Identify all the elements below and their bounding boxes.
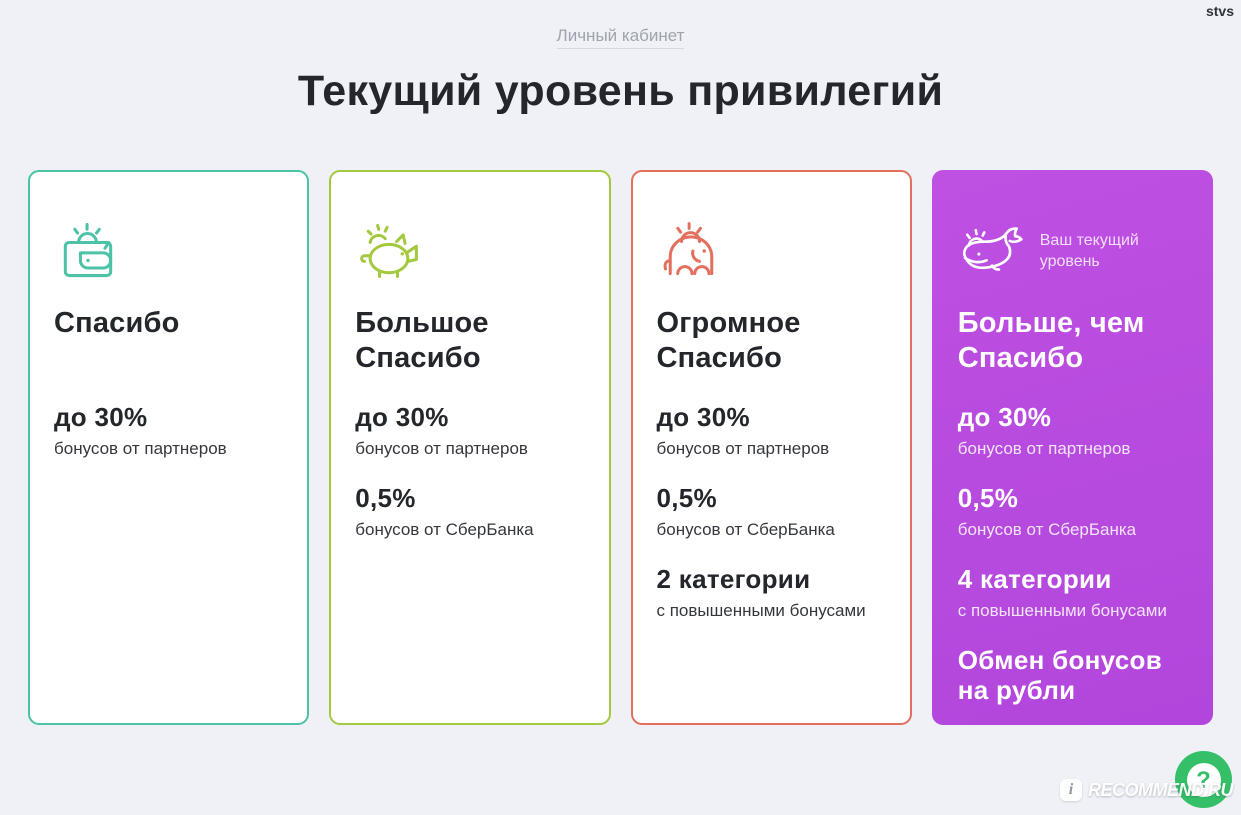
benefit-value: Обмен бонусов на рубли — [957, 645, 1162, 705]
card-title: Спасибо — [54, 307, 180, 339]
benefit-item: до 30% бонусов от партнеров — [54, 402, 283, 459]
benefit-item: до 30% бонусов от партнеров — [958, 402, 1187, 459]
benefit-value: 2 категории — [656, 564, 811, 594]
benefit-item: до 30% бонусов от партнеров — [657, 402, 886, 459]
privilege-card-bolshe-chem-spasibo: Ваш текущий уровень Больше, чем Спасибо … — [931, 170, 1213, 725]
benefit-caption: с повышенными бонусами — [656, 601, 866, 620]
privilege-cards-row: Спасибо до 30% бонусов от партнеров Боль… — [0, 170, 1241, 725]
card-benefits: до 30% бонусов от партнеров 0,5% бонусов… — [355, 402, 584, 540]
privilege-card-bolshoe-spasibo: Большое Спасибо до 30% бонусов от партне… — [329, 170, 611, 725]
card-icon-row — [54, 216, 283, 286]
current-level-label: Ваш текущий уровень — [1039, 232, 1139, 270]
card-icon-row — [355, 216, 584, 286]
benefit-item: 0,5% бонусов от СберБанка — [657, 483, 886, 540]
page-header: Личный кабинет Текущий уровень привилеги… — [0, 0, 1241, 116]
benefit-value: до 30% — [656, 402, 750, 432]
card-title: Огромное Спасибо — [656, 307, 801, 374]
question-mark-icon: ? — [1186, 762, 1221, 797]
benefit-value: 0,5% — [957, 483, 1019, 513]
card-icon-row: Ваш текущий уровень — [958, 216, 1187, 286]
benefit-caption: бонусов от партнеров — [355, 439, 528, 458]
privilege-card-spasibo: Спасибо до 30% бонусов от партнеров — [28, 170, 310, 725]
benefit-item: до 30% бонусов от партнеров — [355, 402, 584, 459]
benefit-item: 0,5% бонусов от СберБанка — [958, 483, 1187, 540]
benefit-value: до 30% — [957, 402, 1052, 432]
card-icon-row — [657, 216, 886, 286]
benefit-item: Обмен бонусов на рубли — [958, 645, 1187, 705]
benefit-caption: бонусов от партнеров — [656, 439, 830, 458]
benefit-caption: бонусов от СберБанка — [355, 520, 534, 539]
breadcrumb-personal-account-link[interactable]: Личный кабинет — [556, 26, 685, 49]
benefit-value: до 30% — [355, 402, 449, 432]
benefit-value: 0,5% — [656, 483, 717, 513]
benefit-value: до 30% — [54, 402, 148, 432]
user-tag: stvs — [1205, 3, 1234, 19]
benefit-item: 4 категории с повышенными бонусами — [958, 564, 1187, 621]
benefit-caption: бонусов от партнеров — [957, 439, 1131, 458]
card-benefits: до 30% бонусов от партнеров — [54, 402, 283, 459]
benefit-caption: бонусов от СберБанка — [656, 520, 835, 539]
privilege-card-ogromnoe-spasibo: Огромное Спасибо до 30% бонусов от партн… — [630, 170, 912, 725]
benefit-caption: бонусов от СберБанка — [957, 520, 1137, 539]
benefit-value: 0,5% — [355, 483, 416, 513]
help-button[interactable]: ? — [1175, 751, 1232, 808]
piggy-bank-icon — [355, 217, 423, 285]
card-title: Большое Спасибо — [355, 307, 489, 374]
benefit-item: 2 категории с повышенными бонусами — [657, 564, 886, 621]
card-title: Больше, чем Спасибо — [957, 307, 1145, 374]
benefit-caption: с повышенными бонусами — [957, 601, 1167, 620]
card-benefits: до 30% бонусов от партнеров 0,5% бонусов… — [958, 402, 1187, 705]
benefit-item: 0,5% бонусов от СберБанка — [355, 483, 584, 540]
benefit-caption: бонусов от партнеров — [54, 439, 227, 458]
wallet-icon — [54, 217, 122, 285]
page-title: Текущий уровень привилегий — [297, 67, 944, 115]
whale-icon — [958, 217, 1026, 285]
card-benefits: до 30% бонусов от партнеров 0,5% бонусов… — [657, 402, 886, 621]
elephant-icon — [657, 217, 725, 285]
speech-bubble-i-icon: i — [1060, 779, 1082, 801]
benefit-value: 4 категории — [957, 564, 1112, 594]
